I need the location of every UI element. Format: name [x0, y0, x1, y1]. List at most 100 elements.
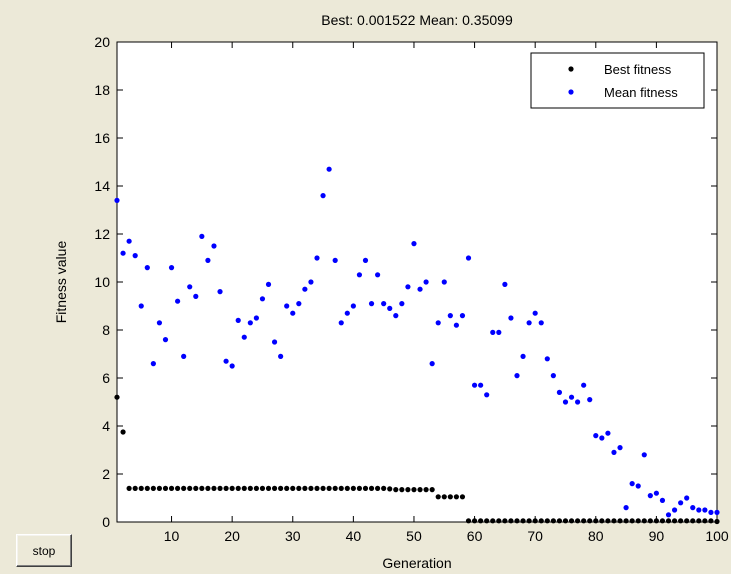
best-fitness-point [690, 518, 696, 524]
mean-fitness-point [465, 255, 472, 261]
mean-fitness-point [623, 505, 629, 511]
mean-fitness-point [605, 430, 611, 436]
best-fitness-point [259, 485, 266, 491]
mean-fitness-point [368, 301, 375, 307]
best-fitness-point [653, 518, 659, 524]
best-fitness-point [235, 485, 241, 491]
mean-fitness-point [556, 389, 563, 395]
best-fitness-point [465, 518, 472, 524]
mean-fitness-point [429, 361, 435, 367]
mean-fitness-point [241, 334, 247, 340]
best-fitness-point [447, 494, 453, 500]
best-fitness-series [114, 394, 720, 525]
legend-label-mean-fitness: Mean fitness [604, 85, 678, 100]
mean-fitness-point [496, 329, 502, 335]
mean-fitness-point [181, 353, 187, 359]
mean-fitness-point [326, 166, 332, 172]
mean-fitness-point [526, 320, 532, 326]
legend-box [530, 52, 705, 109]
mean-fitness-point [314, 255, 320, 261]
best-fitness-point [144, 485, 150, 491]
mean-fitness-point [350, 303, 356, 309]
mean-fitness-point [265, 281, 272, 287]
mean-fitness-point [514, 373, 520, 379]
mean-fitness-point [387, 305, 393, 311]
best-fitness-point [314, 485, 320, 491]
best-fitness-point [587, 518, 593, 524]
stop-button[interactable]: stop [16, 534, 72, 567]
mean-fitness-point [320, 193, 326, 199]
best-fitness-point [544, 518, 550, 524]
mean-fitness-point [435, 320, 441, 326]
best-fitness-point [284, 485, 290, 491]
mean-fitness-point [381, 301, 387, 307]
best-fitness-point [641, 518, 647, 524]
best-fitness-point [671, 518, 678, 524]
mean-fitness-point [484, 392, 490, 398]
best-fitness-point [453, 494, 459, 500]
legend-label-best-fitness: Best fitness [604, 62, 672, 77]
best-fitness-point [611, 518, 617, 524]
best-fitness-point [605, 518, 611, 524]
best-fitness-point [332, 485, 338, 491]
best-fitness-point [520, 518, 526, 524]
legend-marker-mean-fitness [568, 89, 574, 95]
mean-fitness-point [217, 289, 223, 295]
best-fitness-point [120, 429, 126, 435]
best-fitness-point [635, 518, 641, 524]
mean-fitness-point [453, 322, 459, 328]
best-fitness-point [411, 487, 417, 493]
best-fitness-point [538, 518, 544, 524]
y-tick-label: 10 [94, 274, 110, 290]
x-axis-label: Generation [382, 555, 451, 571]
mean-fitness-point [144, 265, 150, 271]
best-fitness-point [405, 487, 411, 493]
x-tick-label: 90 [649, 528, 665, 544]
x-axis: 10 20 30 40 50 60 70 80 90 100 [164, 42, 729, 544]
best-fitness-point [532, 518, 538, 524]
best-fitness-point [217, 485, 223, 491]
mean-fitness-point [332, 257, 338, 263]
mean-fitness-point [641, 452, 647, 458]
best-fitness-point [199, 485, 205, 491]
best-fitness-point [320, 485, 326, 491]
best-fitness-point [526, 518, 532, 524]
mean-fitness-point [647, 493, 653, 499]
best-fitness-point [502, 518, 508, 524]
best-fitness-point [514, 518, 520, 524]
best-fitness-point [399, 487, 405, 493]
best-fitness-point [187, 485, 193, 491]
x-tick-label: 60 [467, 528, 483, 544]
best-fitness-point [338, 485, 344, 491]
best-fitness-point [138, 485, 144, 491]
best-fitness-point [629, 518, 635, 524]
best-fitness-point [568, 518, 575, 524]
best-fitness-point [562, 518, 569, 524]
best-fitness-point [508, 518, 514, 524]
mean-fitness-point [459, 313, 466, 319]
best-fitness-point [684, 518, 690, 524]
best-fitness-point [599, 518, 605, 524]
mean-fitness-point [696, 507, 702, 513]
best-fitness-point [617, 518, 623, 524]
mean-fitness-point [520, 353, 526, 359]
mean-fitness-point [665, 512, 672, 518]
best-fitness-point [665, 518, 672, 524]
mean-fitness-point [653, 490, 659, 496]
best-fitness-point [381, 485, 387, 491]
best-fitness-point [181, 485, 187, 491]
mean-fitness-point [356, 272, 363, 278]
y-tick-label: 0 [102, 514, 110, 530]
best-fitness-point [387, 486, 393, 492]
best-fitness-point [223, 485, 229, 491]
best-fitness-point [623, 518, 629, 524]
best-fitness-point [575, 518, 581, 524]
y-axis: 0 2 4 6 8 10 12 14 16 18 20 [94, 34, 717, 530]
mean-fitness-point [132, 253, 138, 259]
y-tick-label: 20 [94, 34, 110, 50]
x-tick-label: 100 [705, 528, 729, 544]
mean-fitness-point [690, 505, 696, 511]
mean-fitness-point [684, 495, 690, 501]
mean-fitness-point [278, 353, 284, 359]
best-fitness-point [647, 518, 653, 524]
